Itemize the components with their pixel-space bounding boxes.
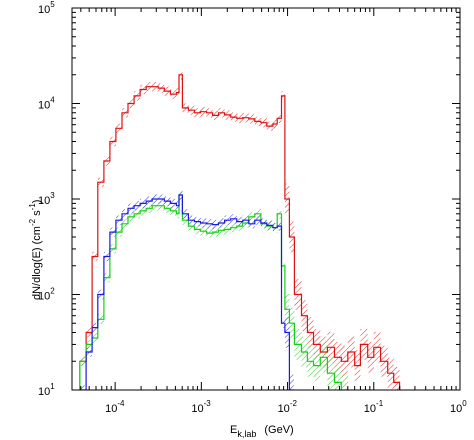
x-tick-label: 10-3	[191, 399, 211, 415]
series-2-band	[79, 190, 349, 390]
series-lines	[79, 74, 401, 390]
y-axis-end: )	[31, 200, 43, 204]
uncertainty-bands	[79, 70, 400, 390]
x-axis-unit: (GeV)	[264, 424, 293, 436]
series-1-line	[79, 74, 401, 390]
series-2-line	[79, 194, 349, 390]
x-axis-title: Ek,lab (GeV)	[230, 424, 294, 439]
y-tick-label: 104	[38, 96, 55, 112]
axis-ticks	[72, 7, 461, 391]
x-axis-sub: k,lab	[237, 429, 256, 439]
y-axis-main: dN/dlog(E) (cm	[31, 226, 43, 300]
series-3-line	[79, 194, 294, 390]
x-tick-label: 10-2	[278, 399, 298, 415]
tick-labels: 10-4 10-3 10-2 10-1 100 101 102 103 104 105	[38, 0, 467, 415]
x-tick-label: 100	[450, 399, 467, 415]
y-tick-label: 102	[38, 287, 55, 303]
y-axis-exp2: -1	[28, 203, 37, 211]
x-axis-base: E	[230, 424, 237, 436]
y-tick-label: 101	[38, 382, 55, 398]
y-axis-exp1: -2	[28, 218, 37, 226]
x-tick-label: 10-4	[105, 399, 125, 415]
y-axis-mid: s	[31, 210, 43, 219]
y-axis-title: dN/dlog(E) (cm-2 s-1)	[28, 200, 43, 300]
plot-frame	[71, 7, 461, 391]
y-tick-label: 103	[38, 191, 55, 207]
x-tick-label: 10-1	[364, 399, 384, 415]
y-tick-label: 105	[38, 0, 55, 16]
series-1-band	[79, 70, 400, 390]
